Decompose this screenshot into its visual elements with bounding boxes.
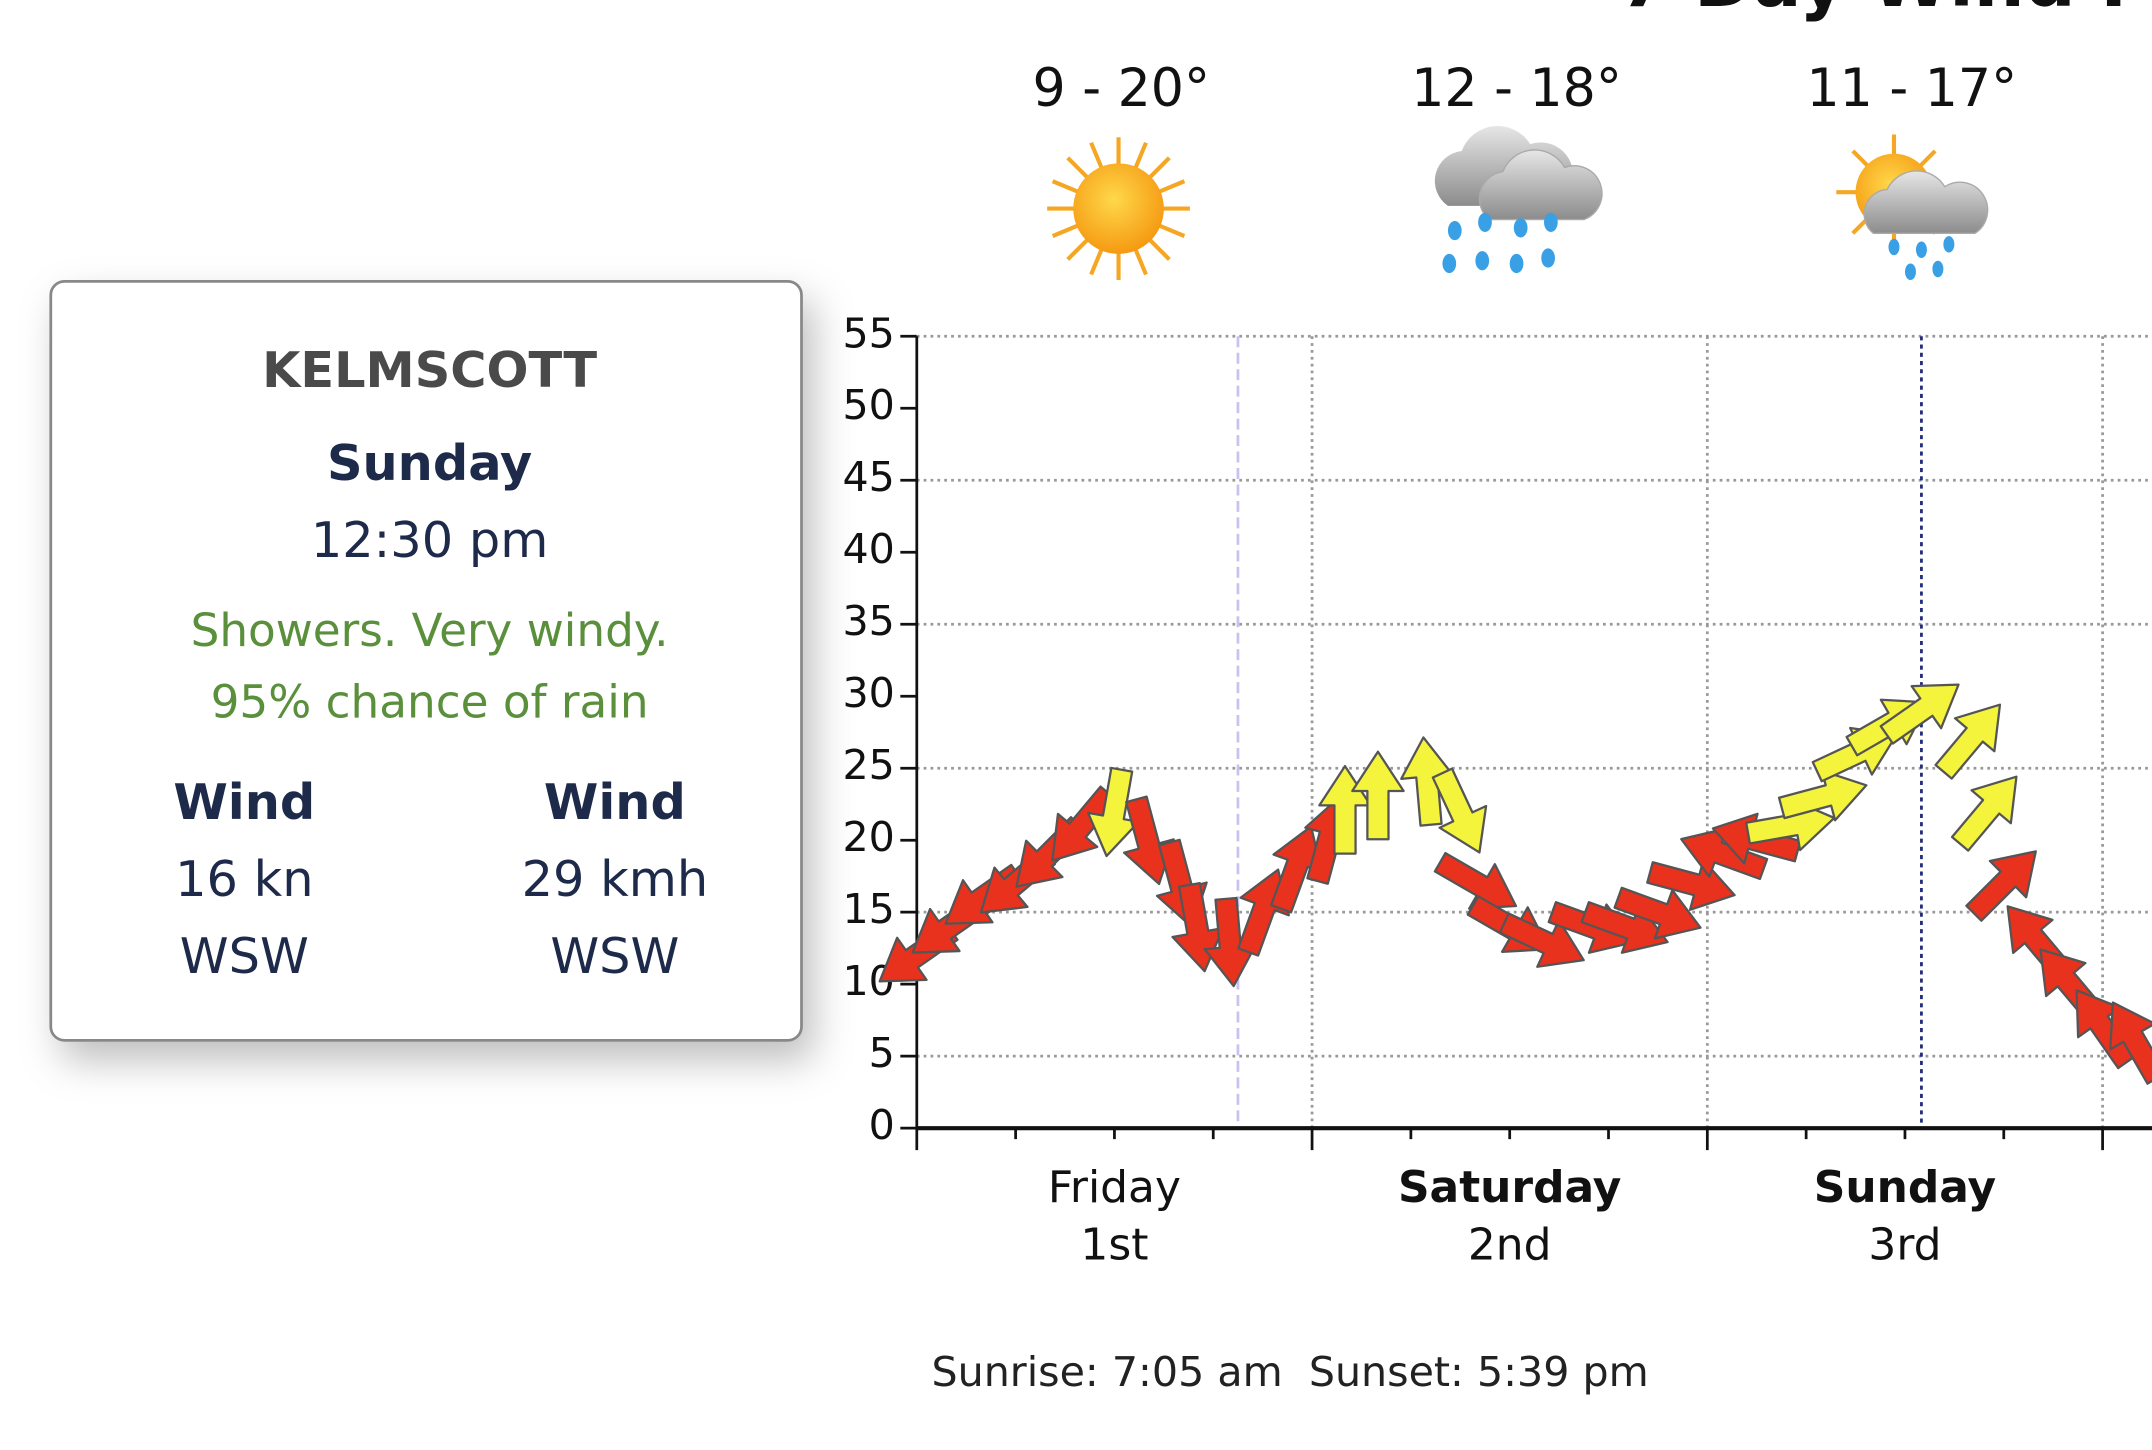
wind-speed: 29 kmh bbox=[522, 850, 709, 908]
icon-sun-showers bbox=[1836, 134, 1989, 280]
y-tick-label: 30 bbox=[842, 669, 894, 717]
forecast: Showers. Very windy. bbox=[191, 604, 669, 657]
wind-arrow bbox=[1934, 703, 2002, 780]
icon-rain bbox=[1434, 125, 1603, 274]
wind-arrow bbox=[1351, 750, 1405, 841]
wind-arrow bbox=[1879, 683, 1960, 745]
wind-arrow bbox=[1051, 785, 1118, 862]
day-date: 3rd bbox=[1868, 1220, 1941, 1271]
tooltip-day: Sunday bbox=[327, 434, 532, 492]
wind-direction: WSW bbox=[550, 927, 679, 985]
wind-arrow bbox=[1950, 775, 2018, 852]
temperature-range: 12 - 18° bbox=[1411, 59, 1622, 119]
day-name: Friday bbox=[1048, 1162, 1181, 1213]
y-tick-label: 50 bbox=[842, 381, 894, 429]
wind-arrow bbox=[1431, 767, 1488, 854]
y-tick-label: 35 bbox=[842, 597, 894, 645]
temperature-range: 9 - 20° bbox=[1033, 59, 1211, 119]
y-tick-label: 25 bbox=[842, 741, 894, 789]
y-tick-label: 5 bbox=[869, 1029, 895, 1077]
wind-arrow bbox=[1123, 795, 1175, 886]
tooltip: KELMSCOTT Sunday 12:30 pm Showers. Very … bbox=[49, 279, 803, 1042]
wind-label: Wind bbox=[544, 773, 686, 831]
y-tick-label: 45 bbox=[842, 453, 894, 501]
tooltip-time: 12:30 pm bbox=[311, 511, 549, 569]
wind-arrow bbox=[1086, 766, 1140, 858]
wind-speed: 16 kn bbox=[175, 850, 313, 908]
day-date: 2nd bbox=[1468, 1220, 1552, 1271]
temperature-range: 11 - 17° bbox=[1806, 59, 2017, 119]
day-date: 1st bbox=[1080, 1220, 1148, 1271]
location: KELMSCOTT bbox=[262, 341, 597, 399]
y-tick-label: 55 bbox=[842, 309, 894, 357]
wind-arrow bbox=[1400, 736, 1454, 827]
sun-times: Sunrise: 7:05 am Sunset: 5:39 pm bbox=[932, 1348, 1649, 1396]
wind-direction: WSW bbox=[180, 927, 309, 985]
wind-arrow bbox=[1613, 886, 1702, 940]
wind-arrow bbox=[1777, 769, 1868, 822]
y-tick-label: 15 bbox=[842, 885, 894, 933]
icon-sun bbox=[1047, 137, 1190, 280]
wind-arrow bbox=[1646, 859, 1736, 911]
wind-arrow bbox=[1965, 850, 2037, 922]
wind-label: Wind bbox=[173, 773, 315, 831]
day-name: Saturday bbox=[1398, 1162, 1621, 1213]
rain-chance: 95% chance of rain bbox=[211, 675, 649, 728]
y-tick-label: 0 bbox=[869, 1101, 895, 1149]
wind-arrow bbox=[1680, 827, 1769, 881]
y-tick-label: 40 bbox=[842, 525, 894, 573]
tooltip-box bbox=[49, 279, 803, 1042]
y-tick-label: 20 bbox=[842, 813, 894, 861]
day-name: Sunday bbox=[1814, 1162, 1996, 1213]
chart-title: 7 Day Wind Forecast bbox=[1619, 0, 2152, 23]
